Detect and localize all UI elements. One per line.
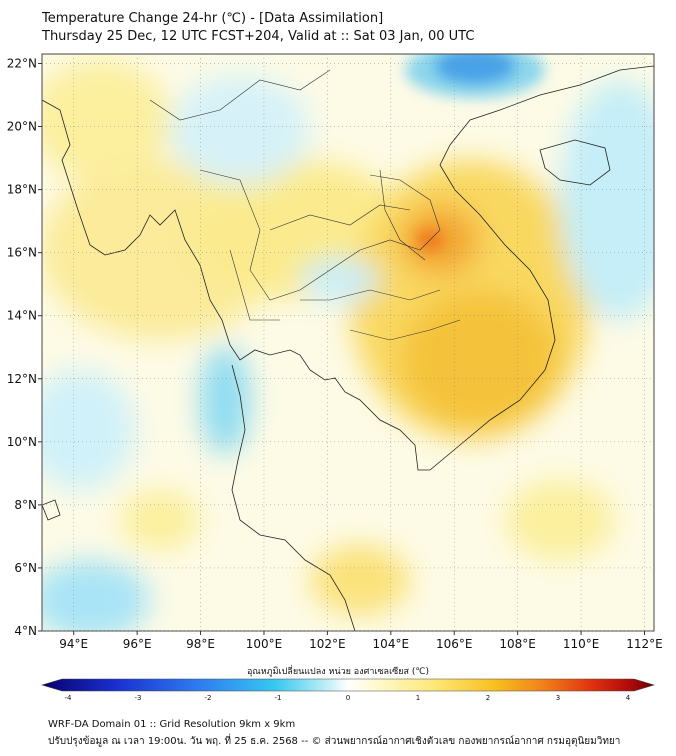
lat-tick-label: 18°N: [7, 183, 37, 197]
colorbar-tick-label: 4: [626, 694, 631, 702]
lon-tick-label: 100°E: [246, 637, 283, 651]
map-title: Temperature Change 24-hr (℃) - [Data Ass…: [42, 11, 384, 26]
lat-tick-label: 4°N: [14, 624, 37, 638]
update-info: ปรับปรุงข้อมูล ณ เวลา 19:00น. วัน พฤ. ที…: [48, 736, 621, 747]
lat-tick-label: 8°N: [14, 498, 37, 512]
lat-tick-label: 20°N: [7, 120, 37, 134]
lon-tick-label: 102°E: [309, 637, 346, 651]
colorbar-tick-label: 2: [486, 694, 490, 702]
colorbar-tick-label: -4: [65, 694, 73, 702]
lat-tick-label: 14°N: [7, 309, 37, 323]
colorbar-tick-label: -2: [205, 694, 212, 702]
colorbar: -4 -3 -2 -1 0 1 2 3 4: [40, 678, 656, 702]
lon-tick-label: 104°E: [373, 637, 410, 651]
model-info: WRF-DA Domain 01 :: Grid Resolution 9km …: [48, 719, 296, 730]
map-frame: [41, 53, 655, 632]
lon-tick-label: 94°E: [59, 637, 88, 651]
lat-tick-label: 6°N: [14, 561, 37, 575]
lon-tick-label: 98°E: [186, 637, 215, 651]
colorbar-label: อุณหภูมิเปลี่ยนแปลง หน่วย องศาเซลเซียส (…: [246, 667, 430, 677]
latitude-axis: 22°N 20°N 18°N 16°N 14°N 12°N 10°N 8°N 6°N 4°N: [7, 56, 42, 638]
lon-tick-label: 96°E: [123, 637, 152, 651]
colorbar-tick-label: -3: [135, 694, 142, 702]
colorbar-ticks: -4 -3 -2 -1 0 1 2 3 4: [65, 694, 631, 702]
map-subtitle: Thursday 25 Dec, 12 UTC FCST+204, Valid …: [42, 29, 475, 44]
lon-tick-label: 108°E: [499, 637, 536, 651]
longitude-axis: 94°E 96°E 98°E 100°E 102°E 104°E 106°E 108°E 110…: [59, 631, 663, 651]
lat-tick-label: 10°N: [7, 435, 37, 449]
lon-tick-label: 106°E: [436, 637, 473, 651]
temperature-field: [42, 54, 654, 631]
province-boundaries: [149, 69, 461, 341]
graticule: [42, 54, 654, 632]
lat-tick-label: 22°N: [7, 56, 37, 70]
lon-tick-label: 112°E: [626, 637, 663, 651]
colorbar-tick-label: 0: [346, 694, 350, 702]
colorbar-tick-label: 1: [416, 694, 420, 702]
colorbar-tick-label: 3: [556, 694, 560, 702]
coastlines: [42, 65, 654, 631]
colorbar-tick-label: -1: [275, 694, 282, 702]
lat-tick-label: 12°N: [7, 372, 37, 386]
lon-tick-label: 110°E: [563, 637, 600, 651]
lat-tick-label: 16°N: [7, 246, 37, 260]
